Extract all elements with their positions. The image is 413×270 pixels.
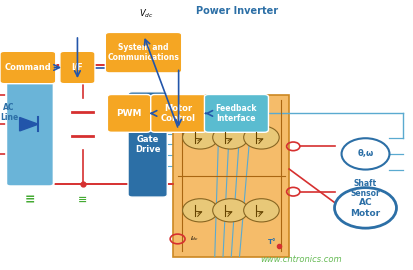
Text: ≡: ≡ (25, 193, 35, 206)
FancyBboxPatch shape (105, 32, 182, 73)
Text: I/F: I/F (71, 63, 83, 72)
FancyBboxPatch shape (151, 94, 206, 132)
FancyBboxPatch shape (107, 94, 151, 132)
Polygon shape (20, 117, 38, 131)
Text: Feedback
Interface: Feedback Interface (216, 104, 257, 123)
Circle shape (244, 126, 279, 149)
Text: PWM: PWM (116, 109, 142, 118)
Circle shape (213, 126, 248, 149)
Text: System and
Communications: System and Communications (107, 43, 180, 62)
Text: www.cntronics.com: www.cntronics.com (261, 255, 342, 264)
Text: Motor
Control: Motor Control (161, 104, 196, 123)
Text: Power Inverter: Power Inverter (196, 6, 278, 16)
Text: AC
Line: AC Line (0, 103, 18, 122)
Circle shape (213, 199, 248, 222)
Text: θ,ω: θ,ω (357, 149, 374, 158)
FancyBboxPatch shape (6, 62, 54, 186)
FancyBboxPatch shape (60, 51, 95, 84)
Text: Gate
Drive: Gate Drive (135, 135, 160, 154)
Text: $V_{dc}$: $V_{dc}$ (139, 7, 154, 20)
Text: Shaft
Sensor: Shaft Sensor (351, 179, 380, 198)
Text: T°: T° (268, 239, 277, 245)
Text: Command: Command (5, 63, 51, 72)
Circle shape (183, 199, 218, 222)
FancyBboxPatch shape (128, 92, 167, 197)
Text: ≡: ≡ (78, 195, 87, 205)
Text: $I_{dc}$: $I_{dc}$ (190, 235, 199, 243)
Circle shape (183, 126, 218, 149)
Circle shape (342, 138, 389, 170)
FancyBboxPatch shape (173, 94, 289, 256)
Text: AC
Motor: AC Motor (351, 198, 380, 218)
Circle shape (244, 199, 279, 222)
Circle shape (335, 188, 396, 228)
FancyBboxPatch shape (0, 51, 56, 84)
FancyBboxPatch shape (204, 94, 268, 132)
